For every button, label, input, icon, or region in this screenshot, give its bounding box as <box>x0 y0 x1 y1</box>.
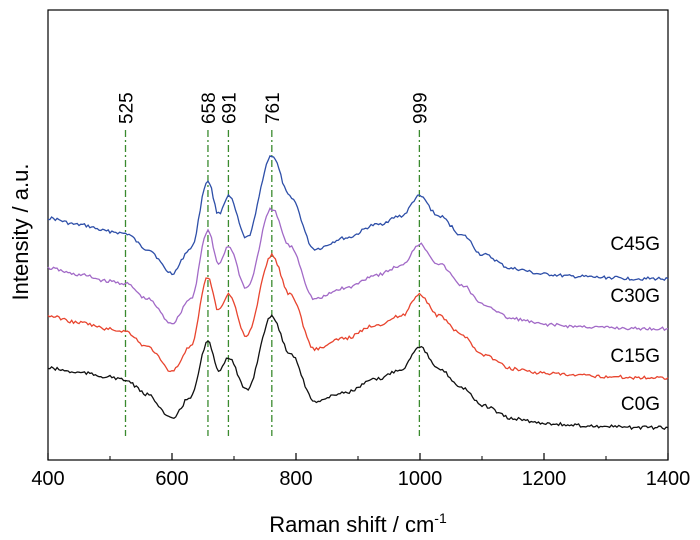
x-tick-label: 400 <box>31 468 64 490</box>
x-axis-ticks: 400 600 800 1000 1200 1400 <box>31 453 690 490</box>
peak-label: 691 <box>219 92 240 124</box>
x-tick-label: 800 <box>279 468 312 490</box>
series-lines: C45G C30G C15G C0G <box>47 155 669 431</box>
series-line-c45g <box>47 155 669 282</box>
x-tick-label: 600 <box>155 468 188 490</box>
series-line-c30g <box>47 207 669 332</box>
series-label-c0g: C0G <box>621 394 660 415</box>
peak-markers: 525 658 691 761 999 <box>117 92 431 436</box>
series-label-c15g: C15G <box>610 346 660 367</box>
peak-label: 525 <box>117 92 138 124</box>
peak-label: 658 <box>199 92 220 124</box>
series-label-c45g: C45G <box>610 234 660 255</box>
x-axis-title: Raman shift / cm-1 <box>269 510 447 537</box>
x-tick-label: 1200 <box>522 468 567 490</box>
x-axis-title-superscript: -1 <box>434 510 447 526</box>
y-axis-title: Intensity / a.u. <box>8 164 33 301</box>
peak-label: 761 <box>263 92 284 124</box>
x-tick-label: 1400 <box>646 468 691 490</box>
plot-area-frame <box>47 9 669 461</box>
x-axis-title-text: Raman shift / cm <box>269 512 434 537</box>
series-line-c15g <box>47 252 669 380</box>
series-label-c30g: C30G <box>610 286 660 307</box>
series-line-c0g <box>47 314 669 431</box>
x-tick-label: 1000 <box>398 468 443 490</box>
peak-label: 999 <box>410 92 431 124</box>
